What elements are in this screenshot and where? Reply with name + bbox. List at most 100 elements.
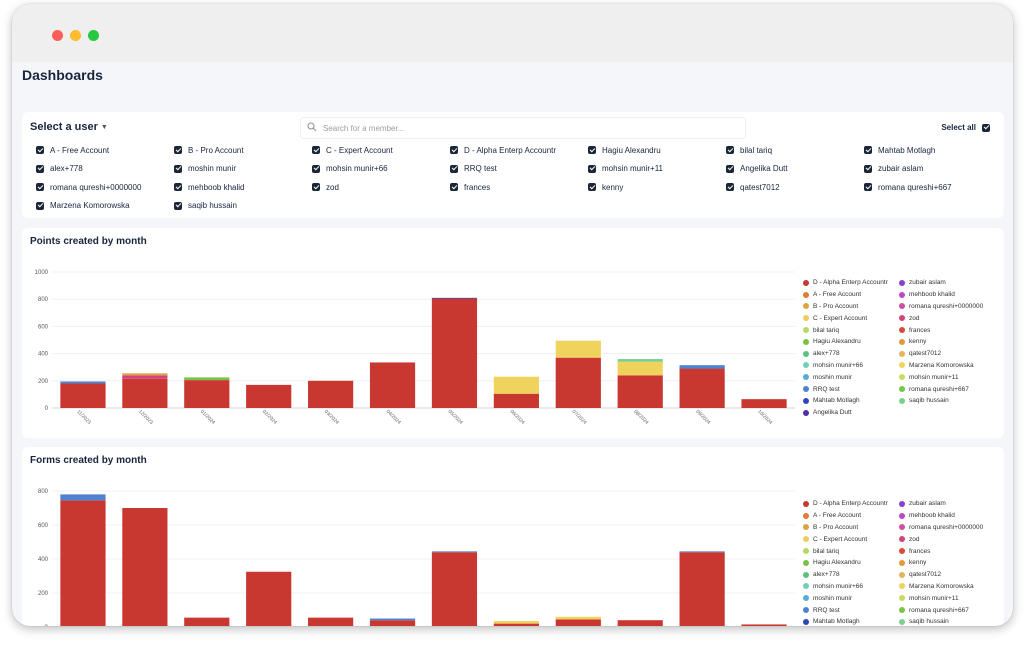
legend-item[interactable]: RRQ test: [803, 383, 899, 395]
member-checkbox[interactable]: [174, 201, 182, 210]
bar-segment[interactable]: [741, 624, 787, 626]
legend-item[interactable]: kenny: [899, 336, 999, 348]
member-item[interactable]: zod: [312, 178, 450, 197]
legend-item[interactable]: B - Pro Account: [803, 301, 899, 313]
minimize-window-button[interactable]: [70, 30, 81, 41]
member-item[interactable]: Marzena Komorowska: [36, 197, 174, 216]
member-checkbox[interactable]: [312, 164, 320, 173]
bar-segment[interactable]: [246, 571, 292, 626]
bar-segment[interactable]: [60, 500, 106, 626]
select-user-dropdown[interactable]: Select a user ▼: [30, 121, 108, 133]
member-checkbox[interactable]: [726, 183, 734, 192]
bar-segment[interactable]: [555, 616, 601, 620]
member-item[interactable]: romana qureshi+0000000: [36, 178, 174, 197]
legend-item[interactable]: mohsin munir+66: [803, 360, 899, 372]
bar-segment[interactable]: [617, 361, 663, 376]
bar-segment[interactable]: [431, 551, 478, 553]
member-item[interactable]: romana qureshi+667: [864, 178, 1002, 197]
member-checkbox[interactable]: [36, 164, 44, 173]
bar-segment[interactable]: [369, 620, 416, 626]
member-checkbox[interactable]: [36, 183, 44, 192]
bar-segment[interactable]: [431, 552, 478, 626]
legend-item[interactable]: alex+778: [803, 569, 899, 581]
legend-item[interactable]: mohsin munir+11: [899, 371, 999, 383]
legend-item[interactable]: zubair aslam: [899, 498, 999, 510]
member-checkbox[interactable]: [450, 146, 458, 155]
legend-item[interactable]: qatest7012: [899, 569, 999, 581]
bar-segment[interactable]: [184, 380, 230, 408]
legend-item[interactable]: moshin munir: [803, 371, 899, 383]
member-checkbox[interactable]: [36, 201, 44, 210]
maximize-window-button[interactable]: [88, 30, 99, 41]
bar-segment[interactable]: [246, 384, 292, 408]
bar-segment[interactable]: [369, 362, 416, 408]
bar-segment[interactable]: [555, 340, 601, 358]
legend-item[interactable]: Marzena Komorowska: [899, 581, 999, 593]
legend-item[interactable]: Mahtab Motlagh: [803, 395, 899, 407]
legend-item[interactable]: saqib hussain: [899, 395, 999, 407]
member-item[interactable]: B - Pro Account: [174, 141, 312, 160]
legend-item[interactable]: frances: [899, 324, 999, 336]
bar-segment[interactable]: [122, 378, 168, 408]
member-item[interactable]: mehboob khalid: [174, 178, 312, 197]
member-item[interactable]: C - Expert Account: [312, 141, 450, 160]
member-checkbox[interactable]: [588, 183, 596, 192]
member-checkbox[interactable]: [864, 183, 872, 192]
legend-item[interactable]: Marzena Komorowska: [899, 360, 999, 372]
bar-segment[interactable]: [679, 552, 725, 626]
legend-item[interactable]: bilal tariq: [803, 545, 899, 557]
select-all-checkbox[interactable]: [982, 123, 990, 132]
member-item[interactable]: D - Alpha Enterp Accountr: [450, 141, 588, 160]
member-item[interactable]: Hagiu Alexandru: [588, 141, 726, 160]
legend-item[interactable]: C - Expert Account: [803, 533, 899, 545]
legend-item[interactable]: frances: [899, 545, 999, 557]
member-checkbox[interactable]: [864, 146, 872, 155]
legend-item[interactable]: bilal tariq: [803, 324, 899, 336]
bar-segment[interactable]: [60, 381, 106, 384]
legend-item[interactable]: mehboob khalid: [899, 510, 999, 522]
member-checkbox[interactable]: [726, 164, 734, 173]
bar-segment[interactable]: [493, 623, 539, 626]
member-checkbox[interactable]: [36, 146, 44, 155]
bar-segment[interactable]: [679, 368, 725, 408]
bar-segment[interactable]: [617, 359, 663, 362]
bar-segment[interactable]: [617, 375, 663, 408]
member-checkbox[interactable]: [312, 183, 320, 192]
bar-segment[interactable]: [679, 551, 725, 553]
legend-item[interactable]: mohsin munir+11: [899, 592, 999, 604]
member-checkbox[interactable]: [174, 164, 182, 173]
bar-segment[interactable]: [679, 365, 725, 369]
bar-segment[interactable]: [431, 297, 478, 299]
legend-item[interactable]: RRQ test: [803, 604, 899, 616]
member-checkbox[interactable]: [726, 146, 734, 155]
legend-item[interactable]: mohsin munir+66: [803, 581, 899, 593]
member-item[interactable]: zubair aslam: [864, 160, 1002, 179]
member-item[interactable]: RRQ test: [450, 160, 588, 179]
legend-item[interactable]: B - Pro Account: [803, 522, 899, 534]
bar-segment[interactable]: [122, 373, 168, 376]
member-checkbox[interactable]: [588, 164, 596, 173]
member-checkbox[interactable]: [174, 146, 182, 155]
legend-item[interactable]: C - Expert Account: [803, 312, 899, 324]
member-checkbox[interactable]: [450, 164, 458, 173]
legend-item[interactable]: romana qureshi+667: [899, 383, 999, 395]
member-item[interactable]: Angelika Dutt: [726, 160, 864, 179]
member-item[interactable]: qatest7012: [726, 178, 864, 197]
member-item[interactable]: mohsin munir+11: [588, 160, 726, 179]
legend-item[interactable]: romana qureshi+0000000: [899, 522, 999, 534]
bar-segment[interactable]: [617, 620, 663, 626]
close-window-button[interactable]: [52, 30, 63, 41]
bar-segment[interactable]: [493, 376, 539, 394]
legend-item[interactable]: D - Alpha Enterp Accountr: [803, 498, 899, 510]
member-item[interactable]: bilal tariq: [726, 141, 864, 160]
legend-item[interactable]: Mahtab Motlagh: [803, 616, 899, 626]
legend-item[interactable]: Hagiu Alexandru: [803, 557, 899, 569]
bar-segment[interactable]: [308, 617, 354, 626]
member-checkbox[interactable]: [588, 146, 596, 155]
legend-item[interactable]: A - Free Account: [803, 289, 899, 301]
member-checkbox[interactable]: [312, 146, 320, 155]
bar-segment[interactable]: [555, 357, 601, 408]
bar-segment[interactable]: [60, 494, 106, 501]
bar-segment[interactable]: [493, 621, 539, 624]
legend-item[interactable]: mehboob khalid: [899, 289, 999, 301]
